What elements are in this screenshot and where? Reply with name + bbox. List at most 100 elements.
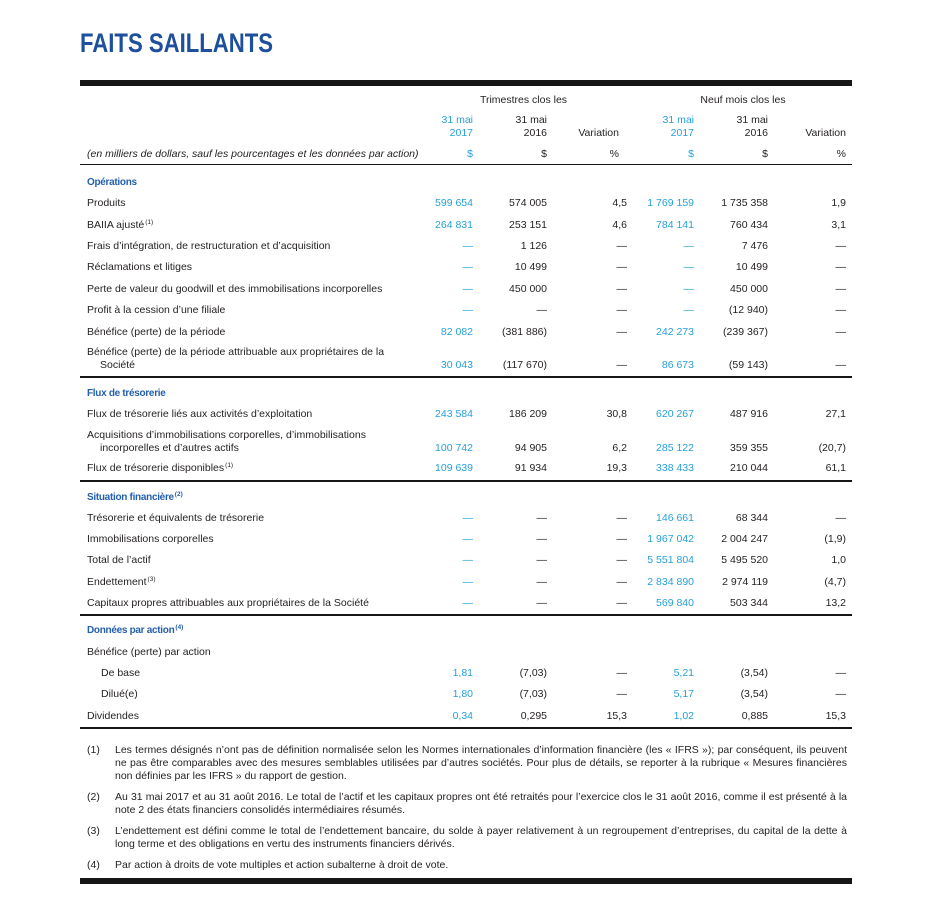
row-label-line: Total de l’actif [87,554,400,567]
cell-value: — [616,597,628,610]
cell-value: 186 209 [509,407,547,420]
row-label: Bénéfice (perte) de la période attribuab… [80,346,400,372]
column-header-year: 2016 [744,126,768,139]
cell-value: 4,6 [612,218,627,231]
cell-value: — [536,575,548,588]
footnote: (2) Au 31 mai 2017 et au 31 août 2016. Le… [80,791,852,817]
cell-value: 574 005 [509,197,547,210]
column-unit: % [609,147,619,160]
table-row: Profit à la cession d’une filiale — — — — (12… [80,300,852,321]
cell-value: 15,3 [825,709,846,722]
cell-value: (59 143) [728,359,768,372]
cell-value: — [536,533,548,546]
footnote-text: Les termes désignés n’ont pas de définit… [115,743,847,782]
column-header-row: 31 mai 31 mai 31 mai 31 mai [80,114,852,127]
column-header-date: 31 mai [736,113,768,126]
cell-value: 487 916 [730,407,768,420]
cell-value: 2 974 119 [722,575,768,588]
footnote-marker: (3) [87,824,100,837]
table-section: Situation financière(2) Trésorerie et équ… [80,482,852,617]
footnote-ref: (1) [225,462,234,470]
cell-value: (239 367) [723,325,768,338]
cell-value: 7 476 [741,239,768,252]
table-row: Acquisitions d’immobilisations corporell… [80,425,852,458]
cell-value: — [462,239,474,252]
footnote-text: Par action à droits de vote multiples et… [115,858,449,871]
cell-value: 2 834 890 [647,575,694,588]
cell-value: — [835,359,847,372]
table-row: Bénéfice (perte) par action [80,641,852,662]
table-row: Perte de valeur du goodwill et des immob… [80,279,852,300]
column-group-row: Trimestres clos les Neuf mois clos les [80,94,852,107]
row-label: Bénéfice (perte) de la période [80,326,400,339]
row-label: Endettement(3) [80,576,400,589]
table-row: Frais d’intégration, de restructuration … [80,236,852,257]
column-header-date [547,114,627,127]
row-label-text: Société [100,359,136,372]
row-label: Trésorerie et équivalents de trésorerie [80,512,400,525]
row-label-text: Endettement [87,575,147,588]
cell-value: 242 273 [656,325,694,338]
cell-value: — [616,688,628,701]
row-label: Réclamations et litiges [80,261,400,274]
row-label: Perte de valeur du goodwill et des immob… [80,283,400,296]
section-title: Situation financière(2) [80,488,852,508]
cell-value: 359 355 [730,441,768,454]
row-label: Immobilisations corporelles [80,533,400,546]
cell-value: 2 004 247 [721,533,768,546]
column-unit: $ [467,147,473,160]
column-header-year: 2016 [523,126,547,139]
cell-value: 5 495 520 [721,554,768,567]
spacer [846,114,852,127]
column-header-date: 31 mai [515,113,547,126]
table-row: Bénéfice (perte) de la période attribuab… [80,343,852,376]
cell-value: — [462,575,474,588]
row-label: Dividendes [80,710,400,723]
row-label: Capitaux propres attribuables aux propri… [80,597,400,610]
page-title: FAITS SAILLANTS [80,28,274,58]
cell-value: 1,0 [831,554,846,567]
row-label-line: Profit à la cession d’une filiale [87,304,400,317]
cell-value: — [462,597,474,610]
spacer [80,114,400,127]
cell-value: — [835,239,847,252]
row-label: Bénéfice (perte) par action [80,646,400,659]
cell-value: — [835,667,847,680]
cell-value: — [462,282,474,295]
row-label: Produits [80,197,400,210]
column-header-year: 2017 [449,126,473,139]
section-title-text: Situation financière [87,491,174,503]
row-label-line: Bénéfice (perte) de la période [87,326,400,339]
table-row: Flux de trésorerie liés aux activités d’… [80,404,852,425]
table-row: Bénéfice (perte) de la période 82 082 (381… [80,321,852,342]
cell-value: — [616,304,628,317]
row-label-text: Trésorerie et équivalents de trésorerie [87,511,265,524]
table-section: Flux de trésorerie Flux de trésorerie lié… [80,378,852,482]
cell-value: 5 551 804 [647,554,694,567]
row-label: Flux de trésorerie disponibles(1) [80,462,400,475]
cell-value: — [536,304,548,317]
cell-value: 10 499 [735,261,768,274]
spacer [80,127,400,140]
cell-value: — [835,304,847,317]
cell-value: (7,03) [519,688,547,701]
spacer [846,127,852,140]
row-label: Total de l’actif [80,554,400,567]
cell-value: 0,295 [520,709,547,722]
column-header-date: 31 mai [441,113,473,126]
cell-value: — [835,261,847,274]
row-label-text: Dilué(e) [101,688,138,701]
cell-value: 253 151 [509,218,547,231]
footnote-text: L’endettement est défini comme le total … [115,824,847,850]
cell-value: 5,21 [673,667,694,680]
cell-value: 569 840 [656,597,694,610]
cell-value: 27,1 [825,407,846,420]
footnote-text: Au 31 mai 2017 et au 31 août 2016. Le to… [115,790,847,816]
cell-value: (381 886) [502,325,547,338]
cell-value: 4,5 [612,197,627,210]
row-label-line: Produits [87,197,400,210]
row-label-line: BAIIA ajusté(1) [87,219,400,232]
row-label-line: Acquisitions d’immobilisations corporell… [87,429,400,442]
cell-value: 1,9 [831,197,846,210]
cell-value: 30,8 [606,407,627,420]
